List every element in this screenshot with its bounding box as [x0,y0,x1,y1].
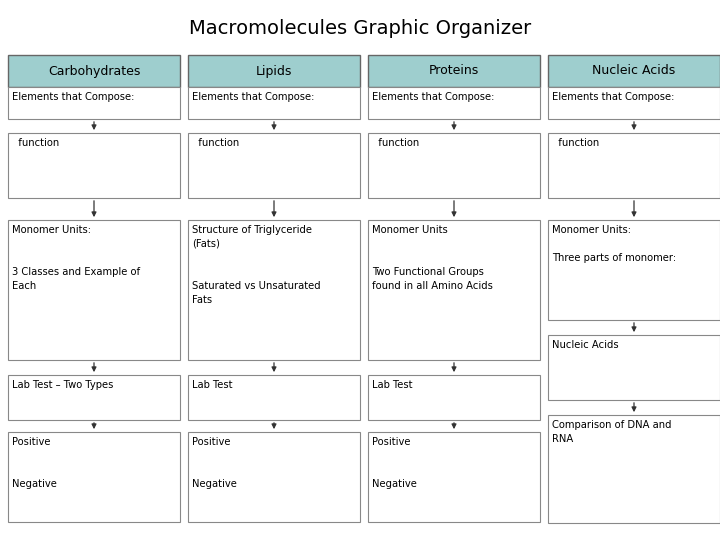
Text: Positive


Negative: Positive Negative [372,437,417,489]
Text: Structure of Triglyceride
(Fats)


Saturated vs Unsaturated
Fats: Structure of Triglyceride (Fats) Saturat… [192,225,320,305]
Text: Elements that Compose:: Elements that Compose: [192,92,315,102]
Bar [548,415,720,523]
Text: Elements that Compose:: Elements that Compose: [372,92,495,102]
Text: Comparison of DNA and
RNA: Comparison of DNA and RNA [552,420,672,444]
Bar [368,87,540,119]
Bar [8,220,180,360]
Bar [548,220,720,320]
Bar [188,133,360,198]
Text: Macromolecules Graphic Organizer: Macromolecules Graphic Organizer [189,18,531,37]
Text: Monomer Units


Two Functional Groups
found in all Amino Acids: Monomer Units Two Functional Groups foun… [372,225,493,291]
Text: Nucleic Acids: Nucleic Acids [593,64,675,78]
Text: Positive


Negative: Positive Negative [12,437,57,489]
Text: function: function [552,138,599,148]
Bar [368,220,540,360]
Text: Proteins: Proteins [429,64,479,78]
Text: Lab Test – Two Types: Lab Test – Two Types [12,380,113,390]
Bar [188,55,360,87]
Text: Monomer Units:


3 Classes and Example of
Each: Monomer Units: 3 Classes and Example of … [12,225,140,291]
Bar [8,432,180,522]
Bar [8,55,180,87]
Bar [368,432,540,522]
Text: Positive


Negative: Positive Negative [192,437,237,489]
Bar [8,133,180,198]
Text: function: function [192,138,239,148]
Text: Carbohydrates: Carbohydrates [48,64,140,78]
Bar [188,375,360,420]
Text: Lab Test: Lab Test [192,380,233,390]
Bar [188,87,360,119]
Bar [8,87,180,119]
Bar [368,133,540,198]
Text: Elements that Compose:: Elements that Compose: [12,92,135,102]
Text: function: function [372,138,419,148]
Bar [548,133,720,198]
Text: Nucleic Acids: Nucleic Acids [552,340,618,350]
Bar [548,335,720,400]
Bar [548,55,720,87]
Bar [8,375,180,420]
Bar [368,375,540,420]
Text: function: function [12,138,59,148]
Bar [368,55,540,87]
Bar [188,220,360,360]
Text: Elements that Compose:: Elements that Compose: [552,92,675,102]
Text: Lipids: Lipids [256,64,292,78]
Bar [188,432,360,522]
Text: Lab Test: Lab Test [372,380,413,390]
Bar [548,87,720,119]
Text: Monomer Units:

Three parts of monomer:: Monomer Units: Three parts of monomer: [552,225,676,263]
